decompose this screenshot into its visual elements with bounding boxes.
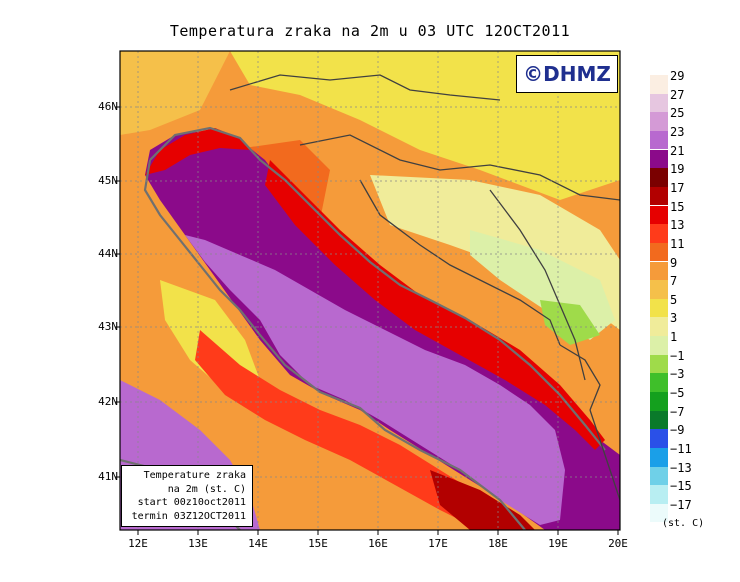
border-albania [589,409,620,501]
legend-label: 15 [670,199,685,214]
border-slovenia [229,74,501,101]
legend-label: 23 [670,124,685,139]
legend-label: 3 [670,311,678,326]
legend-unit: (st. C) [662,518,705,529]
legend-swatch [650,448,668,467]
ionian-red [430,470,535,530]
legend-label: 27 [670,87,685,102]
dalmatian-coast-band [265,160,605,450]
legend-swatch [650,149,668,169]
legend-swatch [650,336,668,355]
legend-swatch [650,75,668,94]
legend-label: 17 [670,180,685,195]
legend-label: 21 [670,143,685,158]
info-line: na 2m (st. C) [167,483,246,495]
info-line: termin 03Z12OCT2011 [131,510,246,522]
border-bosnia [359,179,561,346]
legend-label: −7 [670,404,685,419]
legend-swatch [650,354,668,374]
legend-label: 13 [670,218,685,233]
adriatic-inner [185,235,565,525]
istria-coast-band [145,128,250,175]
lat-label: 43N [98,320,118,333]
lat-label: 42N [98,395,118,408]
legend-label: −15 [670,479,692,494]
mountain-cold-patch [540,300,600,345]
lon-label: 16E [368,537,388,550]
legend-swatch [650,224,668,243]
legend-swatch [650,93,668,113]
border-croatia-north [299,134,620,201]
lon-label: 14E [248,537,268,550]
lon-label: 17E [428,537,448,550]
legend-swatch [650,503,668,523]
legend-swatch [650,392,668,411]
legend-label: −11 [670,442,692,456]
lon-label: 15E [308,537,328,550]
info-line: start 00z10oct2011 [137,497,246,508]
legend-label: 25 [670,106,685,121]
lat-label: 41N [98,470,118,483]
legend-swatch [650,130,668,150]
legend-swatch [650,280,668,299]
legend-label: 7 [670,274,678,289]
lon-label: 13E [188,537,208,550]
legend-label: 5 [670,292,678,307]
info-box: Temperature zraka na 2m (st. C) start 00… [121,465,253,527]
lon-label: 20E [608,537,628,550]
legend-swatch [650,373,668,392]
coastline-italy [143,159,526,530]
italy-coast-band [195,330,510,530]
map-title: Temperatura zraka na 2m u 03 UTC 12OCT20… [169,22,571,40]
legend-swatch [650,317,668,336]
border-bosnia-east [489,189,586,381]
legend-swatch [650,168,668,187]
legend-swatch [650,298,668,318]
legend-swatch [650,466,668,486]
legend-swatch [650,186,668,206]
legend-label: −9 [670,423,685,438]
dhmz-logo: ©DHMZ [516,55,618,93]
legend-swatch [650,242,668,262]
legend-label: 9 [670,255,678,270]
legend-label: −1 [670,348,685,363]
legend-swatch [650,485,668,504]
lat-label: 45N [98,174,118,187]
coastline-east [149,126,606,451]
border-montenegro [559,344,601,411]
legend-label: −13 [670,460,692,475]
lat-label: 44N [98,247,118,260]
legend-label: 29 [670,69,685,83]
legend-swatch [650,429,668,448]
legend-label: −3 [670,367,685,382]
legend-swatch [650,112,668,131]
legend-swatch [650,261,668,280]
legend-label: −5 [670,386,685,401]
lat-label: 46N [98,100,118,113]
legend-label: 11 [670,236,685,251]
legend-swatch [650,205,668,225]
info-line: Temperature zraka [143,470,246,481]
map-frame [119,50,621,531]
legend-label: 19 [670,162,685,177]
legend-swatch [650,410,668,430]
po-valley-zone [120,51,230,135]
lon-label: 12E [128,537,148,550]
legend-label: −17 [670,497,692,512]
lon-label: 18E [488,537,508,550]
lon-label: 19E [548,537,568,550]
legend-label: 1 [670,330,678,345]
